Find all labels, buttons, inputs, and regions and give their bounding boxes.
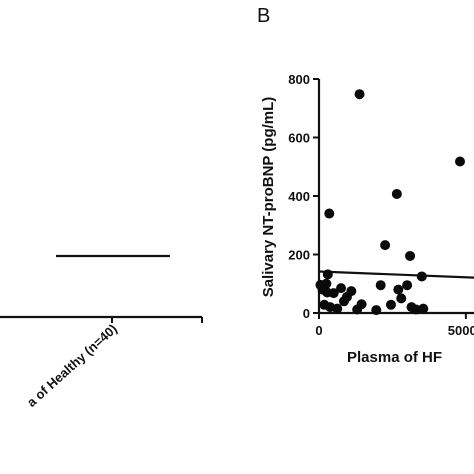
panel-b-x-tick-label: 50000 — [448, 323, 474, 338]
panel-b-data-point — [375, 280, 386, 291]
panel-a-category-label: a of Healthy (n=40) — [24, 321, 120, 410]
panel-b-data-point — [371, 305, 382, 316]
panel-b-x-ticks: 0 50000 — [315, 313, 474, 338]
panel-b-data-point — [396, 293, 407, 304]
panel-b-data-point — [336, 283, 347, 294]
panel-b-regression — [318, 270, 474, 279]
panel-b-data-point — [405, 250, 416, 261]
panel-b-data-point — [393, 284, 404, 295]
panel-b-y-ticks: 0 200 400 600 800 — [288, 72, 319, 321]
panel-b-regression-line — [318, 270, 474, 279]
panel-b-data-point — [385, 299, 396, 310]
panel-b-data-point — [410, 304, 421, 315]
panel-b-y-axis-label: Salivary NT-proBNP (pg/mL) — [260, 97, 277, 298]
panel-a: a of Healthy (n=40) — [0, 254, 203, 410]
panel-b-data-point — [354, 89, 365, 100]
panel-b-data-point — [380, 240, 391, 251]
panel-b-y-tick-label: 800 — [288, 72, 310, 87]
panel-b-points — [315, 89, 465, 316]
panel-b-data-point — [324, 208, 335, 219]
panel-b-data-point — [418, 303, 429, 314]
panel-b-y-tick-label: 400 — [288, 189, 310, 204]
panel-b-data-point — [328, 288, 339, 299]
panel-b-letter: B — [257, 5, 270, 27]
panel-b-data-point — [346, 286, 357, 297]
panel-b-y-tick-label: 0 — [303, 306, 310, 321]
panel-b-x-tick-label: 0 — [315, 323, 322, 338]
panel-b-x-axis-label: Plasma of HF — [347, 349, 442, 366]
panel-b-y-tick-label: 600 — [288, 131, 310, 146]
panel-b: B Salivary NT-proBNP (pg/mL) Plasma of H… — [257, 5, 474, 366]
panel-b-data-point — [416, 271, 427, 282]
panel-b-y-tick-label: 200 — [288, 248, 310, 263]
panel-b-data-point — [338, 296, 349, 307]
panel-b-data-point — [402, 280, 413, 291]
panel-b-data-point — [455, 156, 465, 167]
panel-b-data-point — [322, 269, 333, 280]
panel-b-data-point — [352, 304, 363, 315]
panel-b-data-point — [391, 188, 402, 199]
panel-b-data-point — [332, 303, 343, 314]
